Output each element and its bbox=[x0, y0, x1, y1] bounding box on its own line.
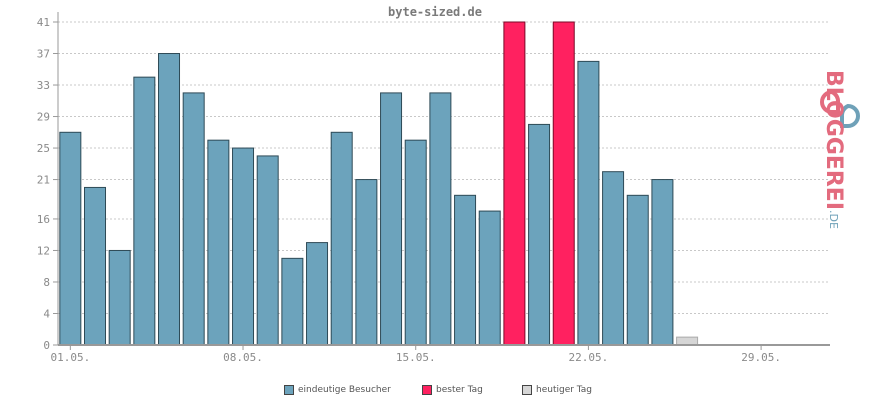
legend-label-best-day: bester Tag bbox=[436, 385, 483, 395]
legend-item-visitors: eindeutige Besucher bbox=[284, 385, 391, 395]
bar bbox=[429, 92, 452, 346]
bar bbox=[281, 257, 304, 346]
bar bbox=[478, 210, 501, 346]
bar-today bbox=[676, 336, 699, 346]
legend-swatch-visitors bbox=[284, 385, 294, 395]
bar bbox=[256, 155, 279, 346]
y-tick-label: 4 bbox=[43, 307, 50, 320]
bar bbox=[59, 131, 82, 346]
bar bbox=[454, 194, 477, 346]
bar bbox=[330, 131, 353, 346]
bar bbox=[626, 194, 649, 346]
bar bbox=[404, 139, 427, 346]
legend-swatch-best-day bbox=[422, 385, 432, 395]
legend: eindeutige Besucher bester Tag heutiger … bbox=[0, 385, 870, 399]
bloggerei-logo[interactable]: BLOGGEREI.DE bbox=[821, 70, 846, 229]
y-tick-label: 33 bbox=[37, 79, 50, 92]
bar bbox=[207, 139, 230, 346]
x-tick-label: 15.05. bbox=[396, 351, 436, 364]
y-tick-label: 29 bbox=[37, 111, 50, 124]
bar bbox=[651, 179, 674, 346]
bar bbox=[158, 53, 181, 346]
bar bbox=[182, 92, 205, 346]
bar-best-day bbox=[503, 21, 526, 346]
chart-title: byte-sized.de bbox=[388, 5, 482, 19]
logo-name: BLOGGEREI bbox=[821, 70, 846, 211]
y-tick-label: 16 bbox=[37, 213, 50, 226]
axes bbox=[53, 12, 830, 350]
y-tick-label: 25 bbox=[37, 142, 50, 155]
bloggerei-logo-icon bbox=[820, 89, 860, 128]
logo-suffix: .DE bbox=[827, 210, 840, 229]
bar bbox=[380, 92, 403, 346]
x-tick-label: 01.05. bbox=[50, 351, 90, 364]
bar bbox=[602, 171, 625, 346]
x-tick-label: 22.05. bbox=[569, 351, 609, 364]
bar bbox=[306, 242, 329, 346]
tick-labels: 0 4 8 12 16 21 25 29 33 37 41 01.05. 08.05. 15.05. 22.… bbox=[37, 16, 781, 364]
legend-item-today: heutiger Tag bbox=[522, 385, 592, 395]
x-tick-label: 29.05. bbox=[741, 351, 781, 364]
bar bbox=[232, 147, 255, 346]
y-tick-label: 0 bbox=[43, 339, 50, 352]
legend-label-today: heutiger Tag bbox=[536, 385, 593, 395]
y-tick-label: 41 bbox=[37, 16, 50, 29]
legend-label-visitors: eindeutige Besucher bbox=[298, 385, 391, 395]
bar bbox=[84, 186, 107, 346]
bars bbox=[59, 21, 699, 346]
bar bbox=[108, 249, 131, 346]
y-tick-label: 8 bbox=[43, 276, 50, 289]
bar bbox=[355, 179, 378, 346]
bar bbox=[528, 123, 551, 346]
legend-swatch-today bbox=[522, 385, 532, 395]
bar bbox=[133, 76, 156, 346]
y-tick-label: 12 bbox=[37, 244, 50, 257]
bar bbox=[577, 60, 600, 346]
y-tick-label: 21 bbox=[37, 174, 50, 187]
legend-item-best-day: bester Tag bbox=[422, 385, 483, 395]
bar-best-day bbox=[552, 21, 575, 346]
x-tick-label: 08.05. bbox=[223, 351, 263, 364]
y-tick-label: 37 bbox=[37, 48, 50, 61]
